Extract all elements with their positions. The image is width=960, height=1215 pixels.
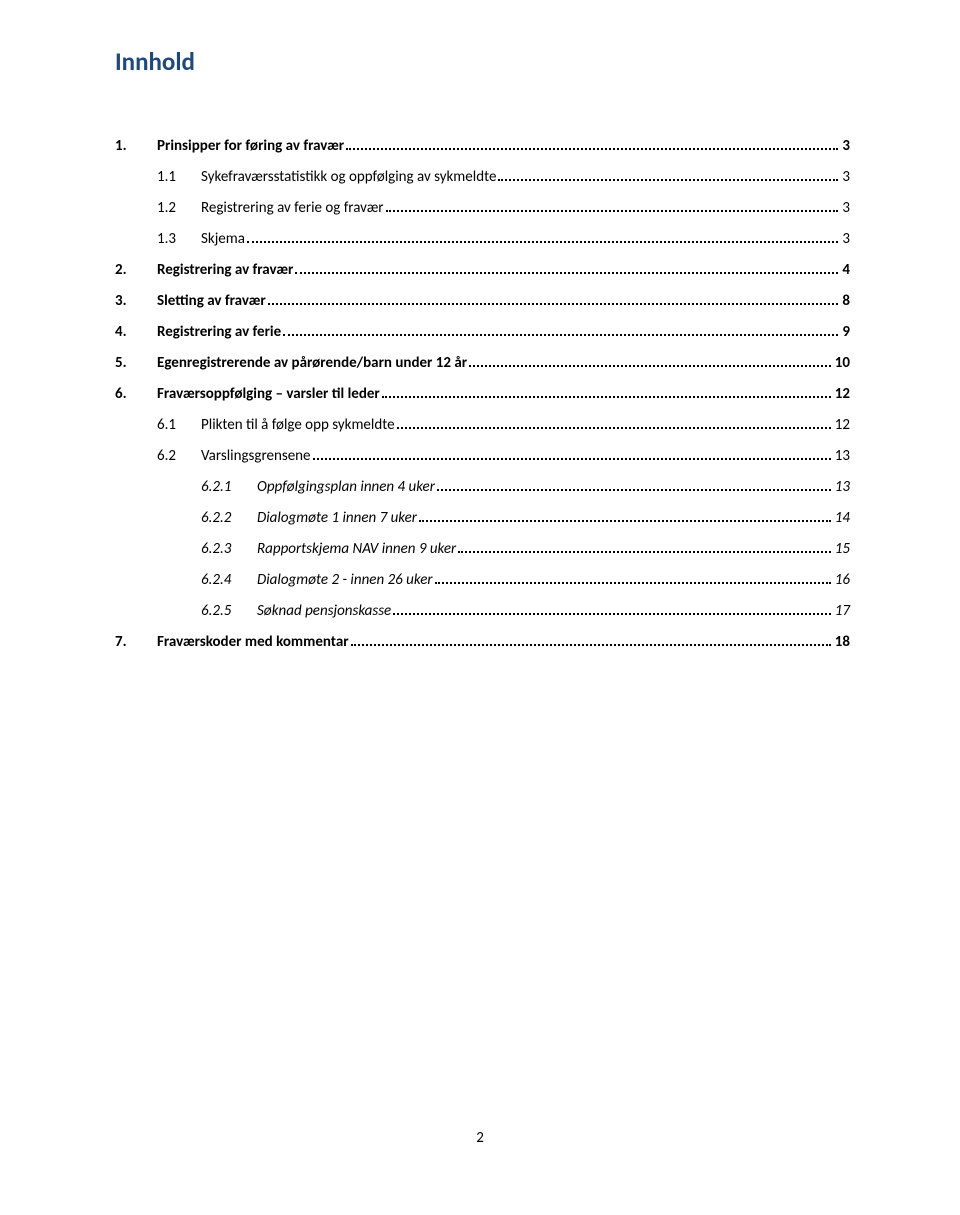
toc-leader [346, 147, 838, 150]
toc-entry: 2. Registrering av fravær 4 [115, 261, 850, 279]
toc-leader [382, 395, 831, 398]
toc-entry: 5. Egenregistrerende av pårørende/barn u… [115, 354, 850, 372]
toc-leader [386, 209, 839, 212]
toc-label: Fraværskoder med kommentar [157, 633, 349, 651]
toc-entry: 6. Fraværsoppfølging – varsler til leder… [115, 385, 850, 403]
toc-page: 12 [835, 416, 850, 434]
toc-entry: 6.2 Varslingsgrensene 13 [157, 447, 850, 465]
toc-entry: 6.2.5 Søknad pensjonskasse 17 [201, 602, 850, 620]
toc-leader [419, 519, 831, 522]
toc-page: 4 [842, 261, 850, 279]
toc-entry: 6.2.1 Oppfølgingsplan innen 4 uker 13 [201, 478, 850, 496]
toc-number: 7. [115, 633, 157, 651]
document-page: Innhold 1. Prinsipper for føring av frav… [0, 0, 960, 1215]
toc-page: 3 [842, 168, 850, 186]
toc-label: Rapportskjema NAV innen 9 uker [257, 540, 456, 558]
toc-number: 1.3 [157, 230, 201, 248]
toc-label: Dialogmøte 2 - innen 26 uker [257, 571, 433, 589]
page-title: Innhold [115, 46, 850, 77]
toc-entry: 6.2.3 Rapportskjema NAV innen 9 uker 15 [201, 540, 850, 558]
toc-entry: 6.1 Plikten til å følge opp sykmeldte 12 [157, 416, 850, 434]
toc-entry: 6.2.4 Dialogmøte 2 - innen 26 uker 16 [201, 571, 850, 589]
toc-number: 6.2.1 [201, 478, 257, 496]
toc-page: 3 [842, 230, 850, 248]
toc-leader [247, 240, 838, 243]
toc-number: 6.1 [157, 416, 201, 434]
toc-leader [397, 426, 831, 429]
toc-page: 15 [835, 540, 850, 558]
toc-label: Registrering av ferie [157, 323, 281, 341]
toc-entry: 6.2.2 Dialogmøte 1 innen 7 uker 14 [201, 509, 850, 527]
toc-number: 3. [115, 292, 157, 310]
toc-number: 6.2.4 [201, 571, 257, 589]
toc-page: 3 [842, 199, 850, 217]
toc-number: 6.2 [157, 447, 201, 465]
toc-page: 13 [835, 447, 850, 465]
toc-page: 8 [842, 292, 850, 310]
toc-leader [351, 643, 831, 646]
toc-entry: 1.2 Registrering av ferie og fravær 3 [157, 199, 850, 217]
toc-number: 1.1 [157, 168, 201, 186]
toc-number: 4. [115, 323, 157, 341]
toc-label: Skjema [201, 230, 245, 248]
toc-number: 6.2.5 [201, 602, 257, 620]
toc-entry: 1.1 Sykefraværsstatistikk og oppfølging … [157, 168, 850, 186]
toc-number: 6.2.3 [201, 540, 257, 558]
toc-entry: 3. Sletting av fravær 8 [115, 292, 850, 310]
toc-label: Plikten til å følge opp sykmeldte [201, 416, 395, 434]
toc-leader [268, 302, 839, 305]
toc-number: 6. [115, 385, 157, 403]
toc-page: 3 [842, 137, 850, 155]
toc-number: 1.2 [157, 199, 201, 217]
toc-leader [458, 550, 831, 553]
table-of-contents: 1. Prinsipper for føring av fravær 3 1.1… [115, 137, 850, 651]
toc-label: Egenregistrerende av pårørende/barn unde… [157, 354, 467, 372]
toc-label: Varslingsgrensene [201, 447, 311, 465]
toc-page: 16 [835, 571, 850, 589]
toc-entry: 4. Registrering av ferie 9 [115, 323, 850, 341]
toc-leader [435, 581, 831, 584]
toc-label: Oppfølgingsplan innen 4 uker [257, 478, 435, 496]
toc-number: 5. [115, 354, 157, 372]
toc-page: 9 [842, 323, 850, 341]
toc-entry: 1. Prinsipper for føring av fravær 3 [115, 137, 850, 155]
toc-number: 2. [115, 261, 157, 279]
toc-number: 1. [115, 137, 157, 155]
toc-page: 13 [835, 478, 850, 496]
toc-page: 17 [835, 602, 850, 620]
toc-label: Sykefraværsstatistikk og oppfølging av s… [201, 168, 496, 186]
toc-leader [469, 364, 831, 367]
toc-entry: 7. Fraværskoder med kommentar 18 [115, 633, 850, 651]
toc-label: Dialogmøte 1 innen 7 uker [257, 509, 417, 527]
toc-label: Registrering av ferie og fravær [201, 199, 384, 217]
toc-leader [498, 178, 838, 181]
toc-label: Registrering av fravær [157, 261, 293, 279]
toc-entry: 1.3 Skjema 3 [157, 230, 850, 248]
toc-page: 18 [835, 633, 850, 651]
toc-label: Søknad pensjonskasse [257, 602, 391, 620]
toc-leader [437, 488, 831, 491]
toc-label: Sletting av fravær [157, 292, 266, 310]
toc-label: Prinsipper for føring av fravær [157, 137, 344, 155]
toc-leader [393, 612, 831, 615]
toc-leader [313, 457, 831, 460]
toc-page: 10 [835, 354, 850, 372]
toc-number: 6.2.2 [201, 509, 257, 527]
toc-label: Fraværsoppfølging – varsler til leder [157, 385, 380, 403]
toc-page: 12 [835, 385, 850, 403]
toc-leader [283, 333, 838, 336]
toc-leader [295, 271, 838, 274]
page-number: 2 [0, 1129, 960, 1147]
toc-page: 14 [835, 509, 850, 527]
